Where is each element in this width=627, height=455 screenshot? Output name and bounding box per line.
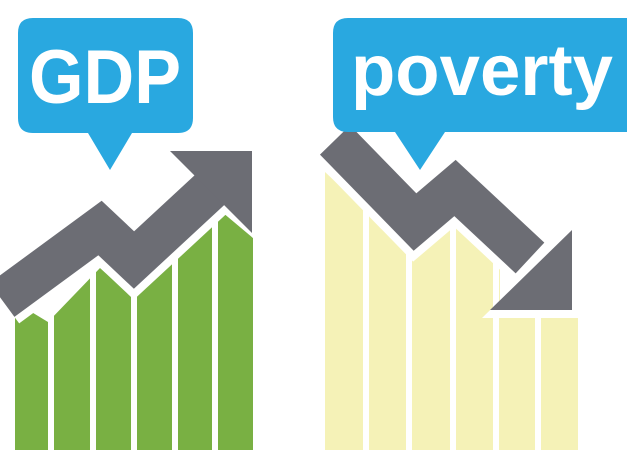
poverty-graphic: poverty: [325, 18, 627, 450]
bubble-label: GDP: [29, 35, 181, 120]
bubble-label: poverty: [351, 31, 613, 111]
gdp-graphic: GDP: [2, 18, 260, 450]
illustration: GDP poverty: [0, 0, 627, 455]
page: GDP poverty (() => { const data = JSON.p…: [0, 0, 627, 455]
